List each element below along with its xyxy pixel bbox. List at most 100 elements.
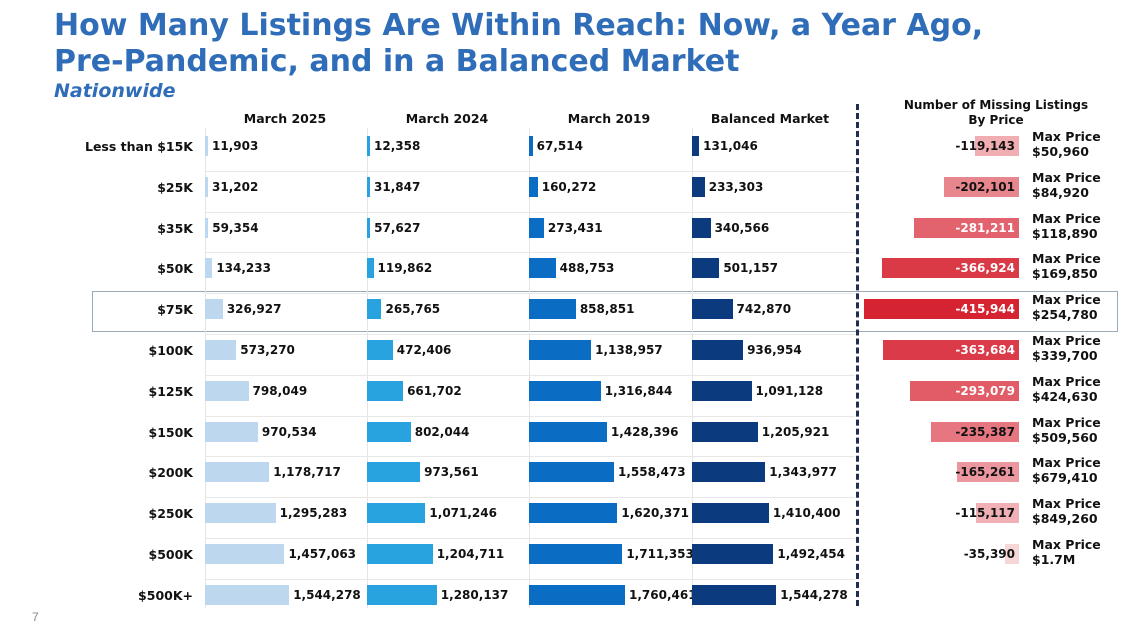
max-price-label: Max Price $424,630 bbox=[1032, 374, 1101, 404]
row-label: $500K+ bbox=[138, 587, 193, 603]
max-price-value: $424,630 bbox=[1032, 388, 1098, 404]
value-label: 31,847 bbox=[374, 179, 421, 194]
bar-march-2024 bbox=[367, 462, 421, 483]
bar-march-2025 bbox=[205, 340, 237, 360]
value-label: 1,760,461 bbox=[629, 587, 697, 602]
bar-march-2019 bbox=[529, 380, 601, 401]
value-label: 573,270 bbox=[240, 343, 295, 357]
max-price-label: Max Price $509,560 bbox=[1032, 415, 1101, 445]
missing-header-line-2: By Price bbox=[968, 113, 1024, 127]
row-separator bbox=[205, 293, 855, 295]
row-label: $500K bbox=[148, 547, 193, 562]
bar-march-2025 bbox=[205, 217, 209, 238]
value-label: 59,354 bbox=[212, 220, 259, 235]
bar-march-2024 bbox=[367, 258, 374, 279]
max-price-caption: Max Price bbox=[1032, 455, 1101, 471]
missing-listings-bar bbox=[1005, 544, 1019, 564]
max-price-label: Max Price $679,410 bbox=[1032, 455, 1101, 485]
max-price-caption: Max Price bbox=[1032, 333, 1101, 348]
max-price-value: $339,700 bbox=[1032, 348, 1098, 363]
missing-value-label: -165,261 bbox=[955, 465, 1015, 480]
bar-march-2019 bbox=[529, 299, 576, 320]
missing-value-label: -293,079 bbox=[955, 383, 1015, 398]
max-price-label: Max Price $84,920 bbox=[1032, 170, 1101, 200]
value-label: 1,457,063 bbox=[288, 547, 357, 561]
value-label: 233,303 bbox=[708, 179, 764, 194]
bar-balanced bbox=[692, 544, 774, 564]
column-guide bbox=[205, 128, 206, 608]
value-label: 1,071,246 bbox=[429, 506, 497, 521]
value-label: 1,316,844 bbox=[604, 383, 673, 398]
bar-march-2025 bbox=[205, 462, 270, 483]
missing-value-label: -235,387 bbox=[955, 424, 1015, 439]
row-label: $125K bbox=[148, 383, 193, 399]
value-label: 1,204,711 bbox=[436, 547, 505, 561]
value-label: 1,410,400 bbox=[772, 506, 841, 521]
value-label: 1,295,283 bbox=[279, 506, 348, 521]
bar-balanced bbox=[692, 217, 711, 238]
value-label: 742,870 bbox=[736, 302, 792, 317]
value-label: 12,358 bbox=[374, 139, 421, 153]
missing-value-label: -366,924 bbox=[955, 261, 1015, 276]
row-label: $35K bbox=[157, 220, 193, 236]
row-separator bbox=[205, 456, 855, 458]
missing-listings-bar bbox=[883, 340, 1019, 360]
column-guide bbox=[529, 128, 530, 608]
value-label: 67,514 bbox=[536, 139, 583, 153]
max-price-label: Max Price $50,960 bbox=[1032, 129, 1101, 159]
row-separator bbox=[205, 252, 855, 254]
value-label: 160,272 bbox=[541, 179, 597, 194]
bar-march-2019 bbox=[529, 462, 614, 483]
max-price-value: $84,920 bbox=[1032, 184, 1089, 200]
value-label: 970,534 bbox=[261, 424, 317, 439]
bar-march-2024 bbox=[367, 503, 426, 524]
row-label: $150K bbox=[148, 424, 193, 440]
value-label: 858,851 bbox=[579, 302, 635, 317]
max-price-value: $679,410 bbox=[1032, 470, 1098, 486]
max-price-value: $169,850 bbox=[1032, 266, 1098, 282]
value-label: 798,049 bbox=[252, 383, 308, 398]
bar-balanced bbox=[692, 421, 758, 442]
bar-march-2019 bbox=[529, 503, 618, 524]
missing-listings-bar bbox=[864, 299, 1019, 320]
bar-march-2019 bbox=[529, 136, 533, 156]
column-header-march-2024: March 2024 bbox=[405, 111, 489, 126]
bar-march-2024 bbox=[367, 217, 371, 238]
column-header-balanced-market: Balanced Market bbox=[710, 111, 830, 126]
bar-march-2025 bbox=[205, 136, 208, 156]
value-label: 973,561 bbox=[424, 465, 479, 480]
max-price-caption: Max Price bbox=[1032, 537, 1101, 552]
max-price-label: Max Price $118,890 bbox=[1032, 211, 1101, 241]
value-label: 11,903 bbox=[212, 139, 259, 153]
page-subtitle: Nationwide bbox=[54, 80, 176, 102]
value-label: 265,765 bbox=[385, 302, 441, 317]
missing-listings-bar bbox=[943, 176, 1019, 197]
row-label: $75K bbox=[157, 302, 193, 318]
max-price-value: $1.7M bbox=[1032, 552, 1076, 567]
row-separator bbox=[205, 334, 855, 335]
page-number: 7 bbox=[32, 610, 39, 624]
value-label: 1,178,717 bbox=[273, 465, 341, 480]
row-separator bbox=[205, 211, 855, 213]
max-price-caption: Max Price bbox=[1032, 496, 1101, 512]
value-label: 57,627 bbox=[374, 220, 421, 235]
value-label: 340,566 bbox=[714, 220, 770, 235]
row-label: $200K bbox=[148, 465, 193, 481]
row-separator bbox=[205, 170, 855, 172]
missing-value-label: -119,143 bbox=[955, 139, 1015, 153]
value-label: 501,157 bbox=[723, 261, 778, 276]
value-label: 273,431 bbox=[547, 220, 603, 235]
max-price-value: $50,960 bbox=[1032, 144, 1089, 159]
page-title: How Many Listings Are Within Reach: Now,… bbox=[54, 8, 984, 79]
missing-value-label: -415,944 bbox=[955, 302, 1015, 317]
bar-march-2024 bbox=[367, 584, 437, 605]
max-price-caption: Max Price bbox=[1032, 210, 1101, 226]
missing-value-label: -202,101 bbox=[955, 179, 1015, 194]
max-price-caption: Max Price bbox=[1032, 373, 1101, 389]
bar-balanced bbox=[692, 584, 777, 605]
bar-march-2024 bbox=[367, 421, 411, 442]
bar-balanced bbox=[692, 136, 700, 156]
bar-march-2025 bbox=[205, 299, 223, 320]
bar-march-2019 bbox=[529, 258, 556, 279]
missing-listings-bar bbox=[976, 503, 1019, 524]
